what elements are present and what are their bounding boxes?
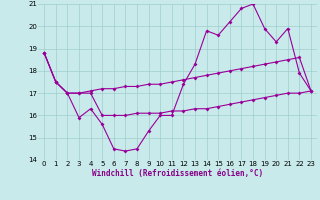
X-axis label: Windchill (Refroidissement éolien,°C): Windchill (Refroidissement éolien,°C) [92, 169, 263, 178]
